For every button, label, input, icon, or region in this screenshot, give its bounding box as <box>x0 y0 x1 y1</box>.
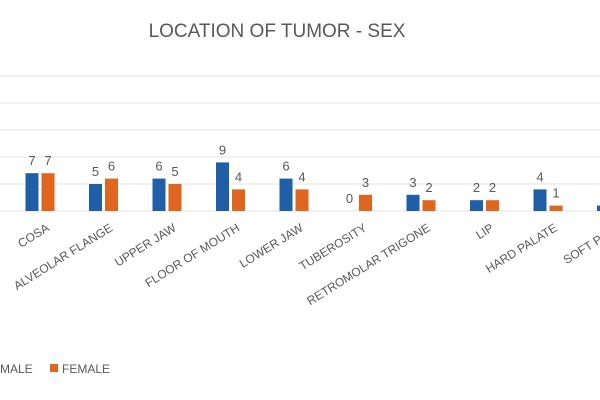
value-label: 5 <box>171 164 178 179</box>
bar <box>533 189 547 211</box>
chart-title: LOCATION OF TUMOR - SEX <box>149 21 406 42</box>
value-label: 3 <box>409 175 416 190</box>
bar <box>168 184 182 211</box>
bar <box>597 205 600 211</box>
value-label: 6 <box>155 159 162 174</box>
bar <box>152 178 166 211</box>
x-tick-label: SOFT PALA <box>561 221 600 267</box>
legend-label: MALE <box>0 362 33 376</box>
value-label: 4 <box>536 169 543 184</box>
bar <box>359 194 372 211</box>
value-label: 7 <box>44 153 51 168</box>
legend-swatch <box>50 364 58 372</box>
bar <box>470 200 483 211</box>
x-tick-label: LIP <box>473 221 496 242</box>
bar <box>105 178 118 211</box>
bar <box>549 205 563 211</box>
value-label: 1 <box>552 186 559 201</box>
value-label: 2 <box>473 180 480 195</box>
x-tick-label: LOWER JAW <box>237 220 306 271</box>
bar <box>295 189 309 211</box>
bar <box>216 162 229 211</box>
bar <box>422 200 436 211</box>
bar <box>232 189 245 211</box>
value-label: 5 <box>92 164 99 179</box>
value-label: 3 <box>362 175 369 190</box>
value-label: 6 <box>108 159 115 174</box>
bar <box>89 184 102 211</box>
value-label: 2 <box>489 180 496 195</box>
value-label: 2 <box>425 180 432 195</box>
value-label: 9 <box>219 142 226 157</box>
value-label: 0 <box>346 191 353 206</box>
bar <box>406 194 420 211</box>
x-tick-label: HARD PALATE <box>483 221 560 276</box>
value-label: 7 <box>28 153 35 168</box>
value-label: 6 <box>282 159 289 174</box>
bar <box>486 200 499 211</box>
value-label: 4 <box>298 169 305 184</box>
x-tick-label: RETROMOLAR TRIGONE <box>304 221 432 308</box>
bar <box>279 178 293 211</box>
bar <box>25 173 39 211</box>
x-tick-label: COSA <box>15 221 51 251</box>
bar <box>41 173 55 211</box>
value-label: 4 <box>235 169 242 184</box>
legend-label: FEMALE <box>62 362 110 376</box>
